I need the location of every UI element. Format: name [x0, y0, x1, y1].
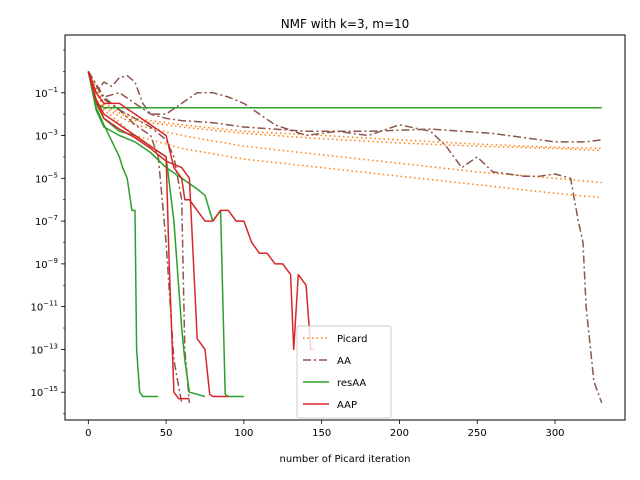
y-tick-exponent: −1 [48, 86, 58, 94]
series-line-aa [87, 71, 191, 403]
legend-label: AA [337, 356, 351, 367]
y-tick-label: 10−3 [35, 129, 58, 143]
y-tick-label: 10−5 [35, 171, 58, 185]
legend-box [296, 325, 392, 419]
x-axis-label: number of Picard iteration [280, 454, 411, 465]
x-tick-label: 50 [160, 428, 173, 439]
y-tick-base: 10 [30, 345, 43, 356]
y-tick-exponent: −13 [43, 342, 58, 350]
series-line-resaa [87, 71, 159, 398]
series-group [87, 71, 603, 404]
series-line-picard [87, 71, 602, 184]
series-line-picard [87, 71, 602, 152]
y-tick-label: 10−1 [35, 86, 58, 100]
y-tick-exponent: −15 [43, 385, 58, 393]
legend-label: resAA [337, 378, 366, 389]
y-tick-base: 10 [35, 132, 48, 143]
y-tick-exponent: −5 [48, 171, 58, 179]
legend-label: AAP [337, 400, 357, 411]
plot-frame [64, 34, 626, 421]
y-tick-base: 10 [35, 217, 48, 228]
y-tick-exponent: −9 [48, 257, 58, 265]
y-tick-exponent: −11 [43, 300, 58, 308]
y-tick-label: 10−9 [35, 257, 58, 271]
series-line-resaa [87, 71, 602, 109]
x-axis: 0 50 100 150 200 250 300 [85, 420, 565, 439]
x-tick-label: 300 [545, 428, 564, 439]
x-tick-label: 250 [468, 428, 487, 439]
plot-area [64, 34, 626, 421]
series-line-aa [87, 71, 603, 404]
y-tick-base: 10 [35, 89, 48, 100]
y-tick-base: 10 [30, 303, 43, 314]
y-tick-exponent: −3 [48, 129, 58, 137]
y-tick-label: 10−11 [30, 300, 58, 314]
y-tick-label: 10−15 [30, 385, 58, 399]
y-tick-base: 10 [35, 174, 48, 185]
y-tick-label: 10−7 [35, 214, 58, 228]
series-line-aap [87, 71, 229, 398]
series-line-aap [87, 71, 314, 351]
x-tick-label: 200 [390, 428, 409, 439]
y-tick-base: 10 [35, 260, 48, 271]
x-tick-label: 150 [312, 428, 331, 439]
x-tick-label: 100 [234, 428, 253, 439]
legend: Picard AA resAA AAP [296, 325, 392, 419]
legend-label: Picard [337, 334, 368, 345]
chart-title: NMF with k=3, m=10 [281, 17, 410, 31]
y-tick-exponent: −7 [48, 214, 58, 222]
series-line-aap [87, 71, 190, 400]
x-tick-label: 0 [85, 428, 91, 439]
y-tick-label: 10−13 [30, 342, 58, 356]
y-tick-base: 10 [30, 388, 43, 399]
series-line-aa [87, 71, 602, 143]
